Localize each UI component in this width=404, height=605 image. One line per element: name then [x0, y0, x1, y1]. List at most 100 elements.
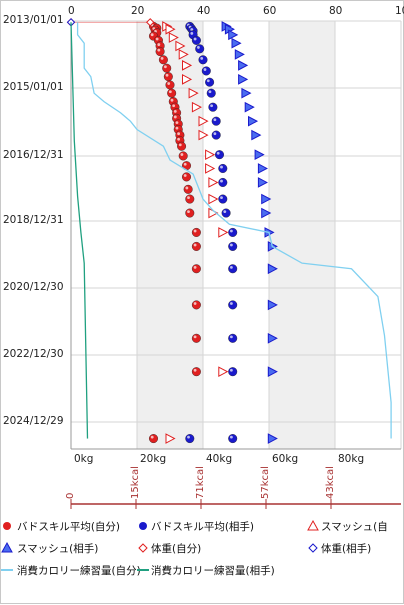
legend-marker [139, 522, 147, 530]
calorie-tick-label: 15kcal [130, 466, 141, 499]
red-triangle-point [165, 433, 176, 444]
blue-ball-point [191, 35, 201, 45]
legend-label: 体重(相手) [321, 543, 372, 555]
red-ball-point [177, 141, 187, 151]
red-triangle-point [198, 129, 209, 141]
legend-label: バドスキル平均(相手) [151, 521, 255, 533]
red-triangle-point [182, 60, 193, 71]
blue-ball-point [214, 150, 224, 160]
red-ball-point [191, 241, 201, 251]
blue-triangle-point [238, 60, 249, 71]
red-ball-point [191, 333, 201, 343]
blue-triangle-point [244, 101, 255, 113]
blue-ball-point [228, 227, 238, 237]
blue-triangle-point [267, 263, 278, 275]
red-diamond-point [145, 18, 155, 27]
red-ball-point [163, 72, 173, 82]
blue-ball-point [221, 208, 231, 218]
red-ball-point [191, 367, 201, 377]
blue-ball-point [206, 88, 216, 98]
red-ball-point [191, 227, 201, 237]
blue-triangle-point [248, 115, 259, 127]
blue-ball-point [228, 333, 238, 343]
red-ball-point [165, 80, 175, 90]
top-tick-label: 60 [263, 5, 277, 17]
blue-ball-point [211, 130, 221, 140]
legend-marker [137, 569, 149, 571]
bottom-tick-label: 20kg [140, 453, 167, 465]
y-tick-label: 2015/01/01 [3, 81, 64, 93]
top-tick-label: 10 [395, 5, 404, 17]
blue-triangle-point [257, 177, 268, 188]
red-ball-point [185, 208, 195, 218]
blue-ball-point [198, 55, 208, 65]
legend-marker [307, 519, 319, 531]
legend-marker [1, 569, 13, 571]
blue-triangle-point [228, 29, 239, 41]
blue-triangle-point [238, 74, 249, 85]
legend-label: バドスキル平均(自分) [17, 521, 121, 533]
red-triangle-point [165, 23, 176, 35]
red-triangle-point [205, 163, 216, 174]
red-ball-point [191, 264, 201, 274]
blue-ball-point [211, 116, 221, 126]
bottom-tick-label: 0kg [74, 453, 94, 465]
calorie-tick-label: 43kcal [325, 466, 336, 499]
blue-ball-point [208, 102, 218, 112]
blue-ball-point [228, 264, 238, 274]
shaded-band [269, 21, 335, 449]
bottom-tick-label: 40kg [206, 453, 233, 465]
blue-ball-point [201, 66, 211, 76]
y-tick-label: 2022/12/30 [3, 348, 64, 360]
legend-label: 体重(自分) [151, 543, 202, 555]
blue-triangle-point [251, 129, 262, 141]
blue-ball-point [185, 434, 195, 444]
red-triangle-point [168, 32, 179, 43]
red-triangle-point [198, 115, 209, 127]
legend-marker [1, 541, 13, 553]
red-triangle-point [208, 193, 219, 205]
blue-triangle-point [241, 87, 252, 99]
top-tick-label: 40 [197, 5, 211, 17]
blue-ball-point [218, 163, 228, 173]
blue-ball-point [228, 241, 238, 251]
calorie-tick-label: 57kcal [260, 466, 271, 499]
red-ball-point [178, 151, 188, 161]
blue-triangle-point [231, 37, 242, 49]
blue-ball-point [228, 367, 238, 377]
blue-ball-point [218, 177, 228, 187]
red-triangle-point [218, 366, 229, 378]
blue-triangle-point [234, 49, 245, 60]
y-tick-label: 2024/12/29 [3, 415, 64, 427]
red-ball-point [158, 55, 168, 65]
red-triangle-point [191, 101, 202, 113]
y-tick-label: 2020/12/30 [3, 281, 64, 293]
blue-ball-point [228, 300, 238, 310]
blue-triangle-point [267, 366, 278, 378]
top-tick-label: 0 [68, 5, 75, 17]
bottom-tick-label: 60kg [272, 453, 299, 465]
blue-triangle-point [267, 299, 278, 311]
red-ball-point [183, 184, 193, 194]
blue-ball-point [228, 434, 238, 444]
y-tick-label: 2013/01/01 [3, 14, 64, 26]
red-ball-point [185, 194, 195, 204]
red-triangle-point [205, 149, 216, 160]
blue-triangle-point [261, 193, 272, 205]
red-triangle-point [218, 227, 229, 238]
blue-triangle-point [257, 163, 268, 174]
blue-triangle-point [267, 332, 278, 344]
legend-marker [3, 522, 11, 530]
legend-label: 消費カロリー練習量(相手) [151, 565, 275, 577]
red-triangle-point [208, 177, 219, 188]
blue-triangle-point [261, 207, 272, 219]
y-tick-label: 2016/12/31 [3, 149, 64, 161]
blue-ball-point [205, 77, 215, 87]
red-ball-point [155, 47, 165, 57]
red-ball-point [191, 300, 201, 310]
legend-label: 消費カロリー練習量(自分) [17, 565, 141, 577]
calorie-tick-label: 71kcal [195, 466, 206, 499]
blue-triangle-point [254, 149, 265, 160]
legend-marker [138, 543, 148, 553]
